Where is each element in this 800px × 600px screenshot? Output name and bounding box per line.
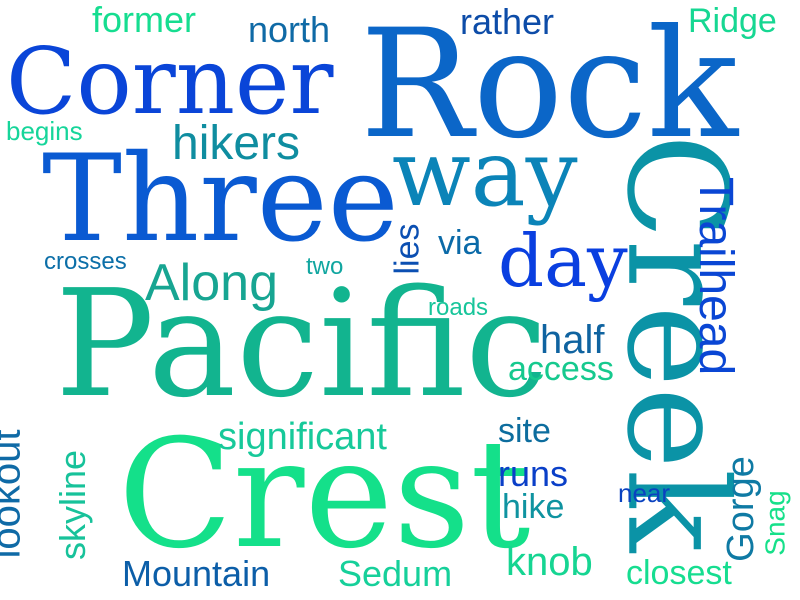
word-hike: hike [502,488,565,526]
word-way: way [392,120,578,227]
word-lookout: lookout [0,429,29,559]
word-near: near [618,478,671,508]
word-via: via [438,224,482,262]
word-sedum: Sedum [338,553,453,594]
word-gorge: Gorge [719,456,762,562]
word-three: Three [42,130,399,269]
word-former: former [92,0,197,40]
word-pacific: Pacific [55,258,548,430]
word-lies: lies [388,223,427,275]
word-significant: significant [218,416,387,458]
word-knob: knob [506,540,593,584]
word-roads: roads [428,294,489,321]
word-access: access [508,350,614,388]
word-along: Along [145,254,278,312]
word-rock: Rock [360,0,739,172]
word-skyline: skyline [52,449,94,561]
word-half: half [540,318,605,362]
word-closest: closest [626,554,732,592]
word-trailhead: Trailhead [689,176,743,376]
word-corner: Corner [6,28,334,135]
word-runs: runs [498,453,569,494]
word-crest: Crest [118,408,531,582]
word-hikers: hikers [172,117,301,170]
word-site: site [498,412,551,450]
word-rather: rather [460,1,555,42]
word-crosses: crosses [44,248,127,275]
word-mountain: Mountain [122,553,271,594]
word-begins: begins [6,116,83,146]
word-north: north [248,9,331,50]
word-ridge: Ridge [688,2,777,40]
word-snag: Snag [759,490,791,556]
word-day: day [498,219,628,303]
word-two: two [306,253,344,280]
